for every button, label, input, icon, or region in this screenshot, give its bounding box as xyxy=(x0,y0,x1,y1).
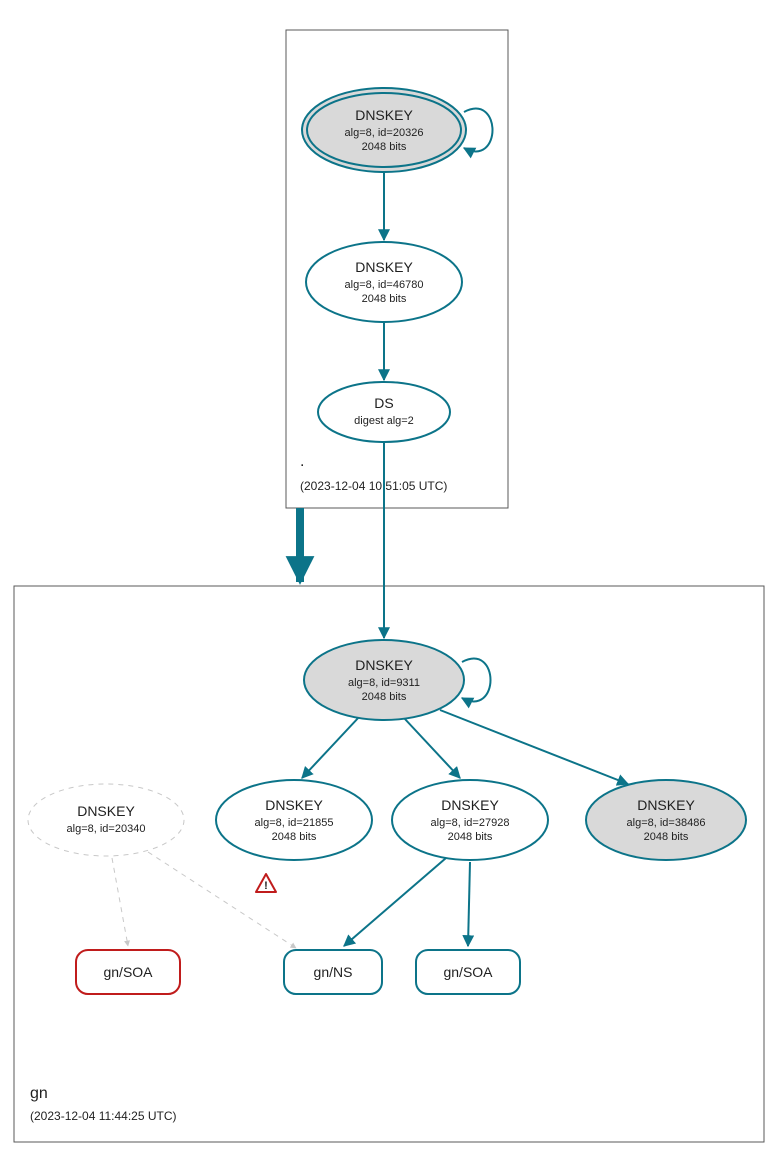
gn-soa: gn/SOA xyxy=(416,950,520,994)
e-27928-ns xyxy=(344,858,446,946)
svg-text:(2023-12-04 11:44:25 UTC): (2023-12-04 11:44:25 UTC) xyxy=(30,1109,177,1123)
svg-text:alg=8, id=46780: alg=8, id=46780 xyxy=(345,279,424,291)
gn-zsk-21855: DNSKEY alg=8, id=21855 2048 bits xyxy=(216,780,372,860)
e-gn-ksk-self xyxy=(462,659,491,702)
svg-text:DNSKEY: DNSKEY xyxy=(355,107,413,123)
svg-text:alg=8, id=27928: alg=8, id=27928 xyxy=(431,817,510,829)
gn-ns: gn/NS xyxy=(284,950,382,994)
warning-icon: ! xyxy=(256,874,276,892)
root-ds: DS digest alg=2 xyxy=(318,382,450,442)
svg-text:gn: gn xyxy=(30,1085,48,1102)
root-zsk: DNSKEY alg=8, id=46780 2048 bits xyxy=(306,242,462,322)
svg-text:2048 bits: 2048 bits xyxy=(644,831,689,843)
e-gn-ksk-27928 xyxy=(404,718,460,778)
svg-text:!: ! xyxy=(264,880,268,892)
e-root-ksk-self xyxy=(464,109,493,152)
svg-text:2048 bits: 2048 bits xyxy=(272,831,317,843)
e-unk-soa xyxy=(112,858,128,946)
svg-text:DNSKEY: DNSKEY xyxy=(637,797,695,813)
root-ksk: DNSKEY alg=8, id=20326 2048 bits xyxy=(302,88,466,172)
svg-text:2048 bits: 2048 bits xyxy=(362,293,407,305)
e-unk-ns xyxy=(148,852,296,948)
gn-ksk: DNSKEY alg=8, id=9311 2048 bits xyxy=(304,640,464,720)
svg-text:alg=8, id=9311: alg=8, id=9311 xyxy=(348,677,420,689)
e-gn-ksk-21855 xyxy=(302,716,360,778)
gn-soa-red: gn/SOA xyxy=(76,950,180,994)
svg-text:alg=8, id=20326: alg=8, id=20326 xyxy=(345,127,424,139)
svg-text:DNSKEY: DNSKEY xyxy=(355,259,413,275)
svg-text:.: . xyxy=(300,453,304,470)
svg-text:DNSKEY: DNSKEY xyxy=(355,657,413,673)
svg-text:DNSKEY: DNSKEY xyxy=(265,797,323,813)
svg-text:2048 bits: 2048 bits xyxy=(362,691,407,703)
e-gn-ksk-38486 xyxy=(440,710,628,784)
svg-text:DNSKEY: DNSKEY xyxy=(77,803,135,819)
svg-text:gn/SOA: gn/SOA xyxy=(103,964,153,980)
svg-text:alg=8, id=38486: alg=8, id=38486 xyxy=(627,817,706,829)
svg-text:gn/NS: gn/NS xyxy=(314,964,353,980)
svg-text:alg=8, id=21855: alg=8, id=21855 xyxy=(255,817,334,829)
svg-text:DS: DS xyxy=(374,395,393,411)
gn-zsk-38486: DNSKEY alg=8, id=38486 2048 bits xyxy=(586,780,746,860)
svg-text:gn/SOA: gn/SOA xyxy=(443,964,493,980)
svg-text:alg=8, id=20340: alg=8, id=20340 xyxy=(67,823,146,835)
gn-zsk-27928: DNSKEY alg=8, id=27928 2048 bits xyxy=(392,780,548,860)
svg-text:2048 bits: 2048 bits xyxy=(362,141,407,153)
svg-text:digest alg=2: digest alg=2 xyxy=(354,415,414,427)
svg-text:(2023-12-04 10:51:05 UTC): (2023-12-04 10:51:05 UTC) xyxy=(300,479,447,493)
dnssec-diagram: . (2023-12-04 10:51:05 UTC) gn (2023-12-04 … xyxy=(0,0,776,1153)
e-27928-soa xyxy=(468,862,470,946)
svg-text:DNSKEY: DNSKEY xyxy=(441,797,499,813)
gn-unknown: DNSKEY alg=8, id=20340 xyxy=(28,784,184,856)
svg-text:2048 bits: 2048 bits xyxy=(448,831,493,843)
